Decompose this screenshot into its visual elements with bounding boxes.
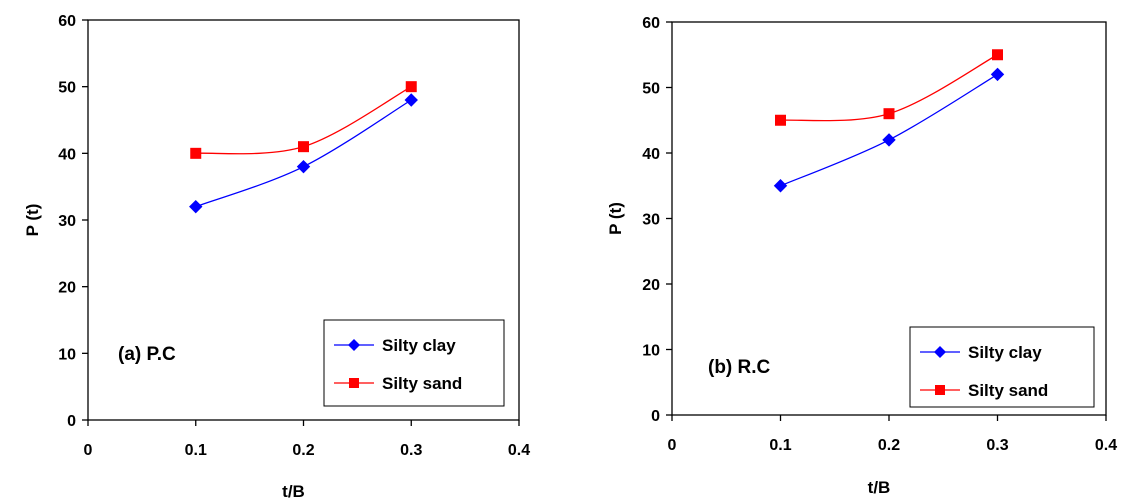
legend-box — [323, 319, 505, 407]
y-tick-label: 40 — [58, 146, 76, 163]
legend-box — [909, 326, 1095, 408]
y-axis-title: P (t) — [23, 204, 42, 237]
legend-marker-silty-sand — [349, 378, 359, 388]
x-tick-label: 0.2 — [878, 437, 900, 454]
legend: Silty clay Silty sand — [909, 326, 1095, 408]
legend: Silty clay Silty sand — [323, 319, 505, 407]
x-axis-title: t/B — [282, 482, 305, 501]
y-tick-label: 40 — [642, 146, 660, 163]
y-tick-label: 60 — [642, 15, 660, 32]
x-tick-label: 0 — [668, 437, 677, 454]
data-point-silty-clay — [990, 67, 1005, 82]
data-point-silty-sand — [405, 81, 417, 93]
legend-label: Silty sand — [382, 374, 462, 393]
legend-label: Silty clay — [968, 343, 1042, 362]
x-tick-label: 0.3 — [986, 437, 1008, 454]
data-point-silty-sand — [883, 108, 895, 120]
legend-label: Silty sand — [968, 381, 1048, 400]
x-tick-label: 0.4 — [508, 442, 530, 459]
data-point-silty-sand — [775, 114, 786, 126]
data-point-silty-sand — [992, 49, 1003, 61]
data-point-silty-clay — [882, 133, 896, 147]
y-tick-label: 50 — [58, 80, 76, 97]
legend-marker-silty-sand — [935, 385, 945, 395]
y-tick-label: 60 — [58, 13, 76, 30]
y-tick-label: 0 — [67, 413, 76, 430]
x-tick-label: 0.1 — [769, 437, 791, 454]
y-tick-label: 50 — [642, 81, 660, 98]
legend-label: Silty clay — [382, 336, 456, 355]
y-tick-label: 10 — [642, 343, 660, 360]
data-point-silty-clay — [189, 199, 203, 214]
y-tick-label: 20 — [58, 280, 76, 297]
y-tick-label: 30 — [58, 213, 76, 230]
chart-panel-b: 0 10 20 30 40 50 60 0 0.1 0.2 0.3 0.4 t/B P (t) (b) R.… — [606, 15, 1117, 497]
data-point-silty-clay — [773, 179, 788, 193]
y-axis-title: P (t) — [606, 202, 625, 235]
data-point-silty-sand — [190, 147, 202, 159]
data-point-silty-clay — [296, 159, 311, 174]
data-point-silty-sand — [298, 141, 309, 153]
y-tick-label: 30 — [642, 212, 660, 229]
chart-panel-a: 0 10 20 30 40 50 60 0 0.1 0.2 0.3 0.4 t/B P (t) (a) P.… — [23, 13, 530, 501]
x-tick-label: 0.3 — [400, 442, 422, 459]
legend-marker-silty-clay — [934, 346, 946, 358]
panel-annotation: (a) P.C — [118, 344, 176, 365]
y-tick-label: 10 — [58, 346, 76, 363]
y-tick-label: 20 — [642, 277, 660, 294]
series-line-silty-clay — [780, 73, 998, 187]
y-tick-label: 0 — [651, 408, 660, 425]
x-tick-label: 0.2 — [292, 442, 314, 459]
x-tick-label: 0.4 — [1095, 437, 1117, 454]
x-tick-label: 0.1 — [185, 442, 207, 459]
x-tick-label: 0 — [84, 442, 93, 459]
panel-annotation: (b) R.C — [708, 357, 771, 378]
legend-marker-silty-clay — [348, 339, 360, 351]
data-point-silty-clay — [404, 93, 418, 107]
x-axis-title: t/B — [868, 478, 891, 497]
